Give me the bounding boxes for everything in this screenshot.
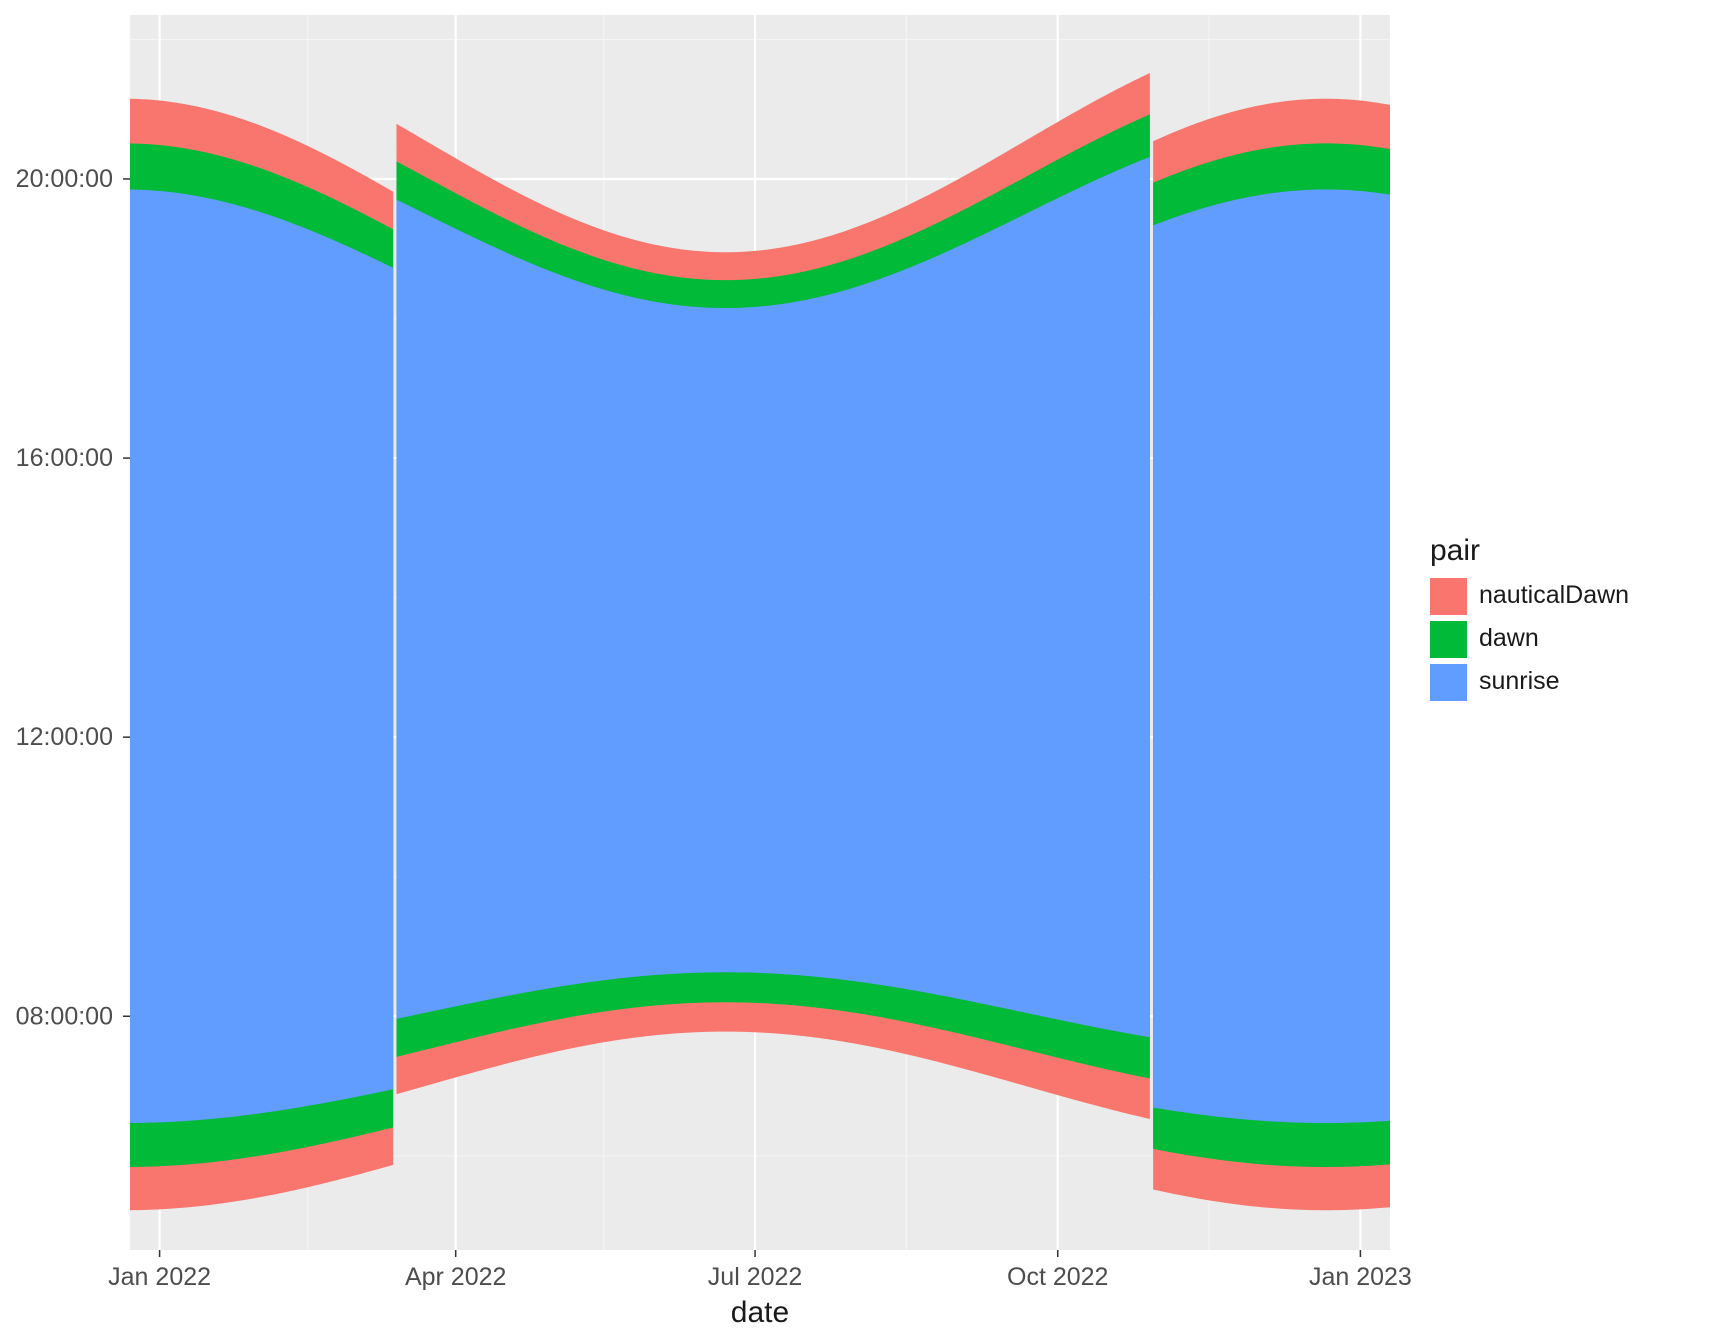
y-tick-label: 20:00:00 <box>16 165 113 193</box>
chart-svg: Jan 2022 Apr 2022 Jul 2022 Oct 2022 Jan 2023… <box>0 0 1728 1344</box>
legend-swatch-nauticalDawn <box>1430 578 1467 615</box>
chart-container: Jan 2022 Apr 2022 Jul 2022 Oct 2022 Jan 2023… <box>0 0 1728 1344</box>
legend-swatch-sunrise <box>1430 664 1467 701</box>
legend-label: dawn <box>1479 624 1539 652</box>
y-tick-label: 08:00:00 <box>16 1002 113 1030</box>
area-sunrise <box>1153 189 1390 1123</box>
legend-title: pair <box>1430 534 1480 567</box>
x-tick-label: Oct 2022 <box>1007 1263 1108 1291</box>
y-tick-label: 12:00:00 <box>16 723 113 751</box>
x-tick-label: Jan 2022 <box>108 1263 211 1291</box>
legend-label: sunrise <box>1479 667 1560 695</box>
legend-swatch-dawn <box>1430 621 1467 658</box>
area-sunrise <box>130 189 393 1123</box>
y-tick-label: 16:00:00 <box>16 444 113 472</box>
x-axis-title: date <box>731 1296 789 1329</box>
legend-label: nauticalDawn <box>1479 581 1629 609</box>
x-tick-label: Apr 2022 <box>405 1263 506 1291</box>
x-tick-label: Jul 2022 <box>708 1263 803 1291</box>
x-tick-label: Jan 2023 <box>1309 1263 1412 1291</box>
